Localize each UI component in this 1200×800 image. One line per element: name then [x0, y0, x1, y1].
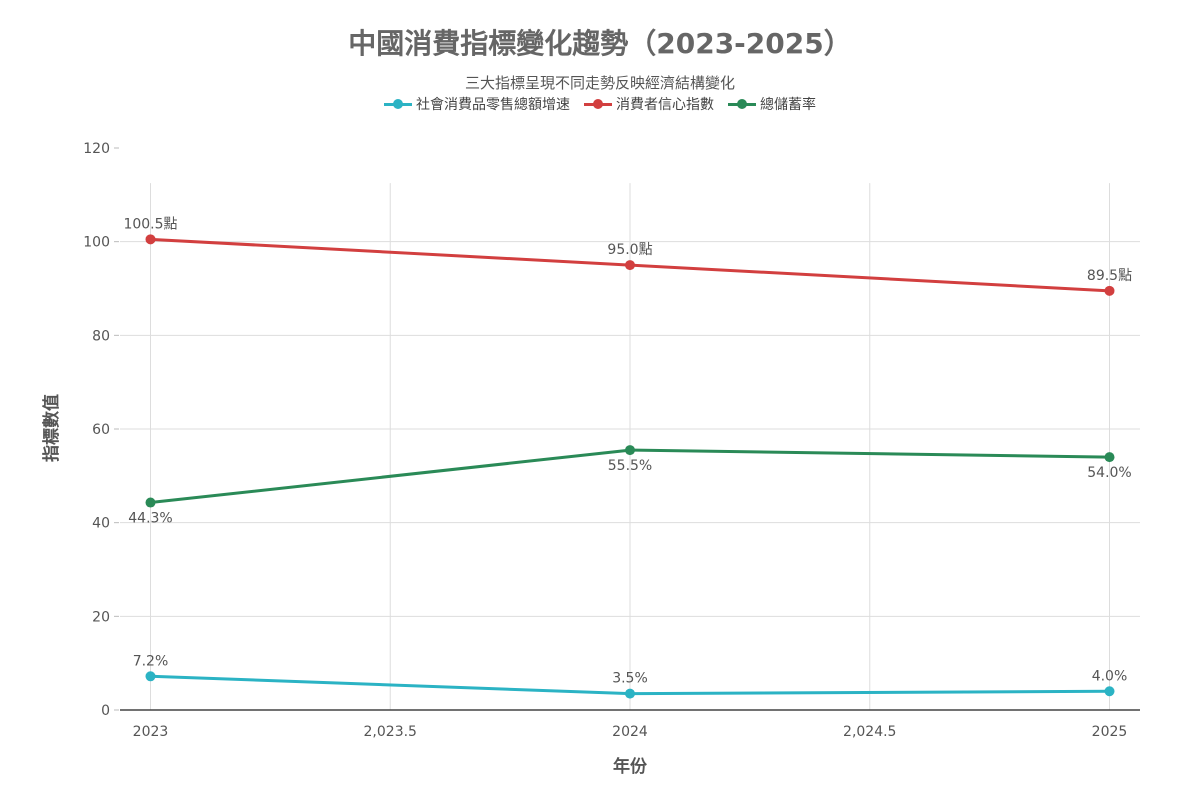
legend-swatch-retail-growth: [384, 97, 412, 111]
x-tick-label: 2024: [612, 724, 648, 740]
legend-swatch-savings-rate: [728, 97, 756, 111]
data-label: 54.0%: [1087, 465, 1131, 481]
grid-layer: [120, 183, 1140, 710]
legend-item-savings-rate[interactable]: 總儲蓄率: [728, 94, 816, 114]
chart-subtitle: 三大指標呈現不同走勢反映經濟結構變化: [464, 74, 735, 92]
legend-swatch-consumer-confidence: [584, 97, 612, 111]
legend-label-retail-growth: 社會消費品零售總額增速: [416, 97, 570, 113]
data-label: 55.5%: [608, 458, 652, 474]
data-label: 4.0%: [1092, 668, 1128, 684]
chart-title: 中國消費指標變化趨勢（2023-2025）: [348, 27, 852, 60]
data-label: 100.5點: [123, 216, 177, 232]
x-tick-label: 2,024.5: [843, 724, 896, 740]
y-tick-label: 60: [92, 422, 110, 438]
data-point: [625, 445, 635, 456]
legend-label-consumer-confidence: 消費者信心指數: [616, 97, 714, 113]
label-layer: 7.2% 3.5% 4.0% 100.5點 95.0點 89.5點 44.3% 55.5% 54…: [123, 216, 1132, 686]
legend-item-consumer-confidence[interactable]: 消費者信心指數: [584, 94, 714, 114]
y-tick-label: 40: [92, 516, 110, 532]
y-tick-label: 0: [101, 703, 110, 719]
data-label: 89.5點: [1087, 268, 1132, 284]
data-point: [1104, 452, 1115, 463]
y-tick-label: 100: [83, 235, 110, 251]
legend-label-savings-rate: 總儲蓄率: [760, 97, 816, 113]
x-tick-label: 2,023.5: [364, 724, 417, 740]
data-label: 95.0點: [607, 242, 652, 258]
data-label: 3.5%: [612, 671, 648, 687]
x-axis-title: 年份: [613, 756, 648, 777]
data-label: 44.3%: [128, 511, 172, 527]
axis-layer: 0 20 40 60 80 100 120 2023 2,023.5 2024 2,024.5 202…: [83, 141, 1140, 740]
y-tick-label: 120: [83, 141, 110, 157]
x-tick-label: 2023: [133, 724, 169, 740]
y-tick-label: 80: [92, 328, 110, 344]
data-point: [625, 688, 635, 699]
y-axis-title: 指標數值: [41, 394, 62, 462]
legend-item-retail-growth[interactable]: 社會消費品零售總額增速: [384, 94, 570, 114]
data-label: 7.2%: [133, 653, 169, 669]
data-point: [145, 234, 156, 245]
y-tick-label: 20: [92, 609, 110, 625]
data-point: [625, 260, 635, 271]
data-point: [1104, 686, 1115, 697]
legend: 社會消費品零售總額增速 消費者信心指數 總儲蓄率: [0, 94, 1200, 114]
data-point: [145, 671, 156, 682]
series-layer: [145, 234, 1115, 699]
data-point: [145, 497, 156, 508]
x-tick-label: 2025: [1092, 724, 1128, 740]
data-point: [1104, 285, 1115, 296]
